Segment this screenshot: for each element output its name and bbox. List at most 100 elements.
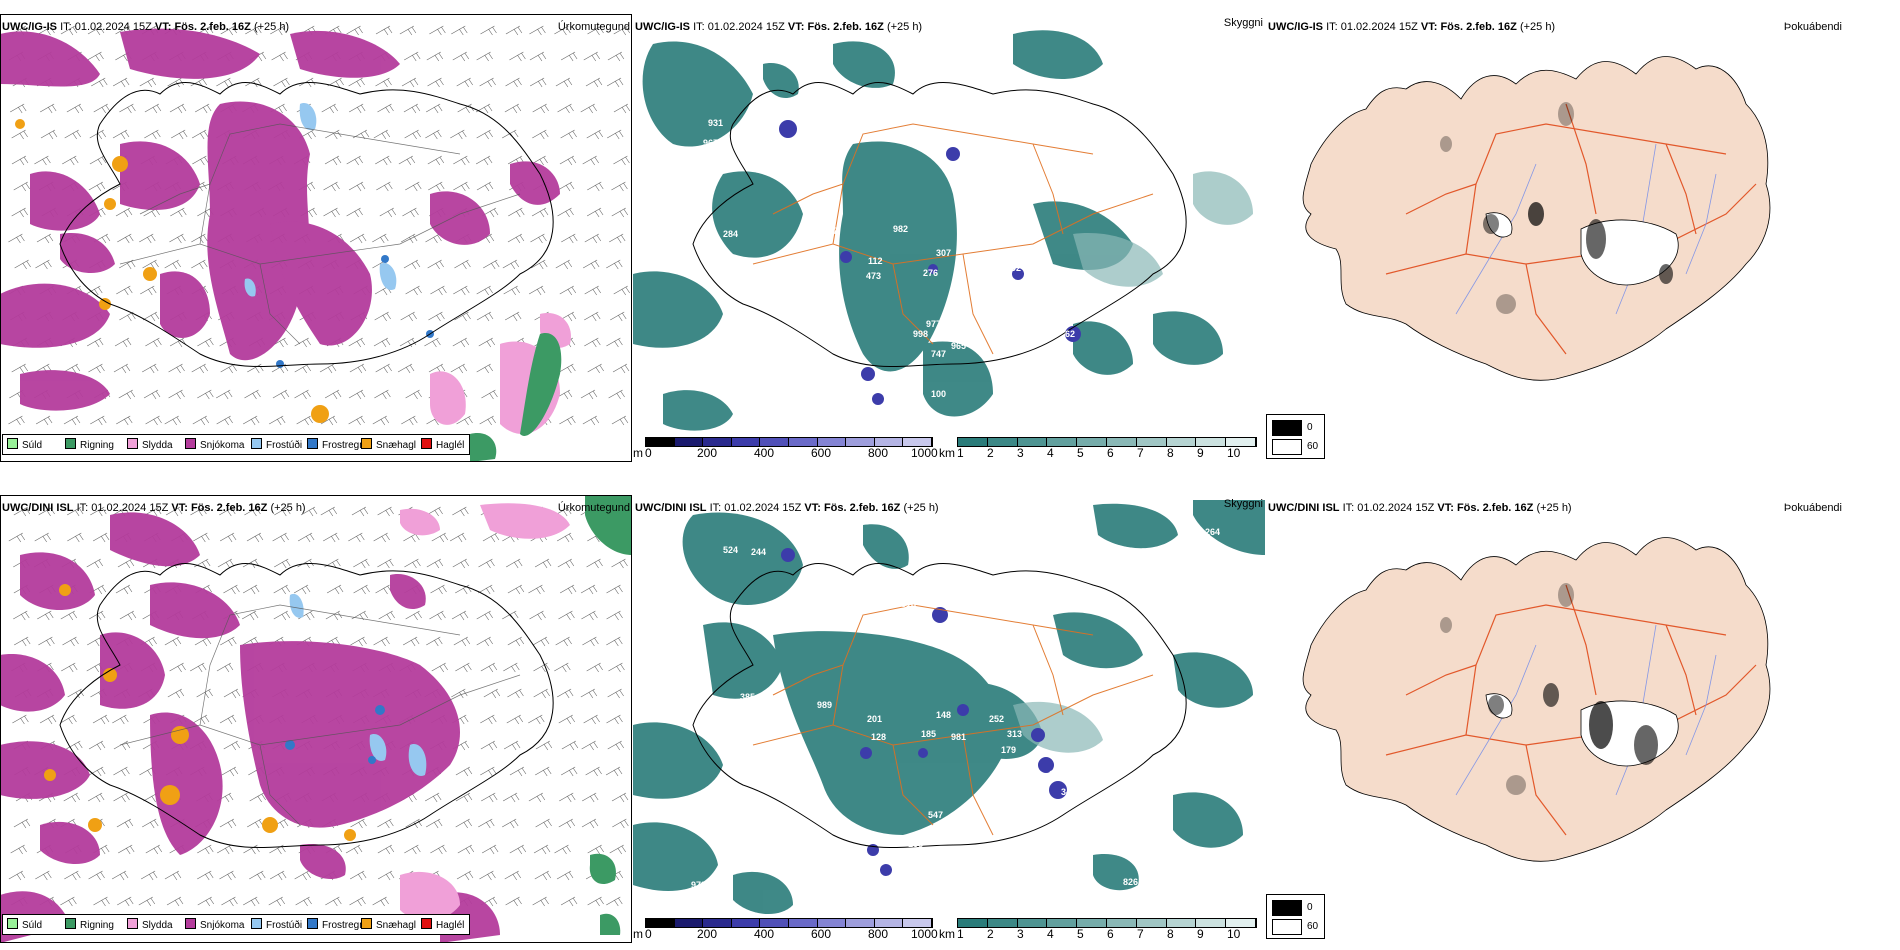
value-label: 112 [868,256,883,266]
height-tick: 1000 [911,446,938,460]
wind-barb [481,389,498,400]
legend-label: Snjókoma [200,440,245,451]
wind-barb [241,610,259,621]
wind-barb [558,818,576,829]
wind-barb [62,636,79,647]
wind-barb [8,870,26,881]
wind-barb [13,181,30,192]
wind-barb [217,844,234,855]
wind-barb [14,259,31,270]
wind-barb [348,415,365,426]
wind-barb [144,129,161,140]
wind-barb [480,25,497,36]
wind-barb [425,129,442,140]
wind-barb [273,77,290,88]
wind-barb [582,792,599,803]
wind-barb [504,311,522,322]
wind-barb [454,259,471,270]
wind-barb [169,662,186,673]
wind-barb [584,311,601,322]
wind-barb [582,636,599,647]
wind-barb [346,155,363,166]
wind-barb [556,870,574,881]
wind-barb [476,636,493,647]
wind-barb [533,844,551,855]
wind-barb [118,389,136,400]
wind-barb [90,415,107,426]
it-value: 01.02.2024 15Z [724,502,802,514]
wind-barb [86,285,103,296]
wind-barb [476,311,494,322]
wind-barb [38,25,55,36]
wind-barb [12,714,29,725]
visibility-tick: 4 [1047,927,1054,941]
visibility-color-segment [958,438,988,446]
fog-tick: 0 [1307,902,1313,913]
wind-barb [507,233,525,244]
legend-swatch [421,918,432,929]
wind-barb [529,77,547,88]
legend-label: Frostregn [322,440,365,451]
wind-barb [164,636,182,647]
visibility-color-segment [1196,919,1227,927]
legend-label: Súld [22,920,43,931]
wind-barb [11,207,28,218]
legend-swatch [361,438,372,449]
lead-time: (+25 h) [270,502,306,514]
value-label: 100 [931,389,946,399]
wind-barb [60,896,77,907]
wind-barb [557,558,575,569]
wind-barb [139,77,157,88]
wind-barb [294,389,311,400]
fog-areas [1440,102,1673,314]
wind-barb [379,207,397,218]
wind-barb [349,233,367,244]
wind-barb [39,103,57,114]
it-value: 01.02.2024 15Z [74,21,152,33]
visibility-tick: 2 [987,446,994,460]
wind-barb [559,363,576,374]
wind-barb [482,532,500,543]
visibility-tick: 7 [1137,446,1144,460]
wind-barb [475,155,493,166]
wind-barb [169,103,187,114]
value-label: 356 [766,609,781,619]
wind-barb [87,51,104,62]
visibility-color-segment [1017,919,1048,927]
value-label: 967 [703,138,718,148]
wind-barb [405,181,422,192]
wind-barb [244,506,261,517]
value-label: 818 [901,599,916,609]
wind-barb [39,714,57,725]
wind-barb [586,558,603,569]
precip-type-title: Úrkomutegund [557,21,630,33]
legend-item: Súld [7,918,42,932]
wind-barb [296,415,313,426]
wind-barb [273,584,290,595]
wind-barb [456,415,473,426]
wind-barb [197,870,214,881]
wind-barb [503,740,521,751]
wind-barb [112,77,130,88]
wind-barb [272,389,290,400]
wind-barb [451,610,469,621]
wind-barb [66,103,84,114]
height-tick: 800 [868,446,889,460]
fog-tick: 0 [1307,422,1313,433]
wind-barb [194,636,212,647]
wind-barb [502,259,520,270]
legend-label: Snæhagl [376,920,417,931]
wind-barb [476,285,493,296]
visibility-tick: 8 [1167,446,1174,460]
wind-barb [476,51,493,62]
wind-barb [506,714,524,725]
it-label: IT: [76,502,89,514]
wind-barb [115,207,133,218]
wind-barb [323,181,340,192]
value-label: 284 [723,229,738,239]
wind-barb [245,25,262,36]
wind-barb [505,25,523,36]
legend-item: Snæhagl [361,438,416,452]
wind-barb [348,337,366,348]
wind-barb [142,259,159,270]
